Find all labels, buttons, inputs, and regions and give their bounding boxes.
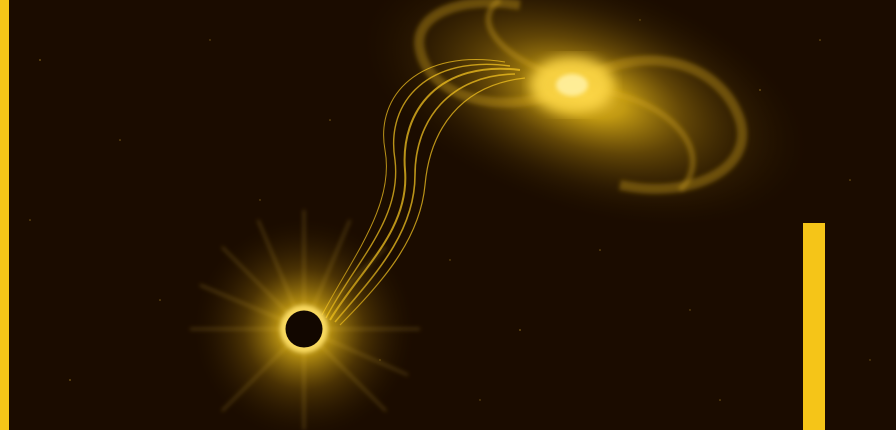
spiral-galaxy [363, 0, 807, 226]
starfield [29, 19, 871, 401]
accent-bar-right [803, 223, 825, 430]
accent-bar-left [0, 0, 9, 430]
black-hole [190, 210, 420, 430]
